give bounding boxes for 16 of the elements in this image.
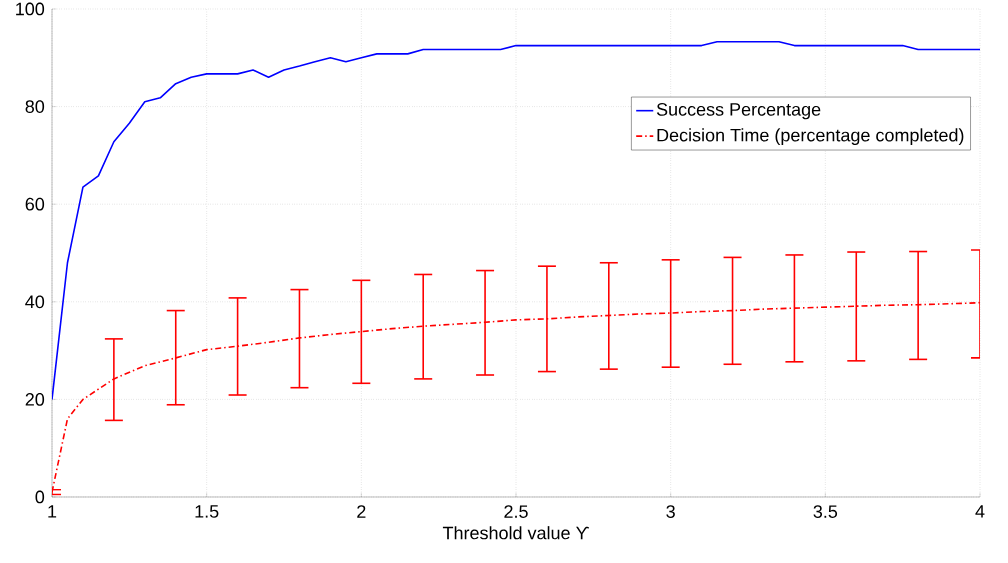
y-tick-label: 0 <box>35 490 45 504</box>
legend-label: Decision Time (percentage completed) <box>657 128 964 146</box>
y-tick-label: 60 <box>25 197 45 211</box>
x-tick-label: 3.5 <box>813 505 838 518</box>
x-tick-label: 4 <box>975 505 985 518</box>
y-tick-label: 20 <box>25 393 45 406</box>
x-tick-label: 3 <box>666 505 675 518</box>
y-tick-label: 80 <box>25 100 45 113</box>
x-tick-label: 2.5 <box>504 505 528 518</box>
x-tick-label: 1 <box>48 505 57 518</box>
x-axis-title: Threshold value ϒ <box>442 526 590 540</box>
legend-label: Success Percentage <box>656 103 821 120</box>
y-tick-label: 40 <box>25 295 45 309</box>
x-tick-label: 2 <box>357 505 366 518</box>
y-tick-label: 100 <box>16 2 45 16</box>
x-tick-label: 1.5 <box>195 505 219 518</box>
